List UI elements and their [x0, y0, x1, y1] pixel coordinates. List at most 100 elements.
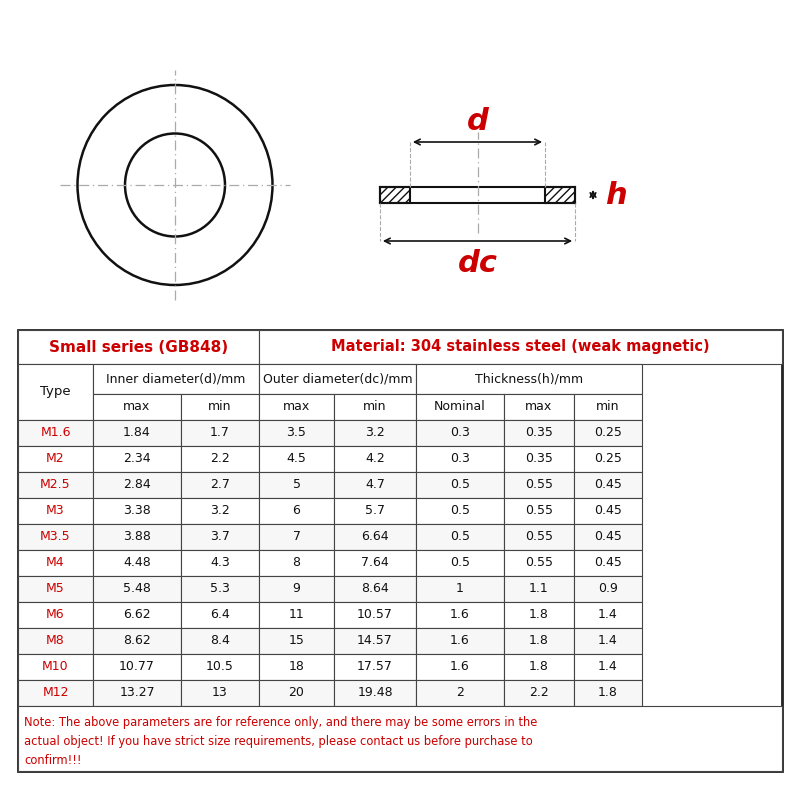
- Text: 10.77: 10.77: [119, 661, 155, 674]
- Text: actual object! If you have strict size requirements, please contact us before pu: actual object! If you have strict size r…: [24, 735, 533, 748]
- Bar: [574, 472, 642, 498]
- Text: 2.84: 2.84: [123, 478, 151, 491]
- Text: 19.48: 19.48: [357, 686, 393, 699]
- Bar: [259, 498, 334, 524]
- Bar: [18, 330, 782, 771]
- Text: 10.5: 10.5: [206, 661, 234, 674]
- Bar: [93, 446, 181, 472]
- Bar: [334, 472, 416, 498]
- Bar: [416, 576, 504, 602]
- Bar: [181, 420, 259, 446]
- Text: 6: 6: [293, 505, 301, 518]
- Bar: [504, 394, 574, 420]
- Text: 1.6: 1.6: [450, 634, 470, 647]
- Bar: [416, 394, 504, 420]
- Text: M5: M5: [46, 582, 65, 595]
- Text: 0.5: 0.5: [450, 557, 470, 570]
- Bar: [259, 524, 334, 550]
- Bar: [181, 602, 259, 628]
- Text: 1.4: 1.4: [598, 609, 618, 622]
- Text: 5.48: 5.48: [123, 582, 151, 595]
- Bar: [334, 446, 416, 472]
- Text: 3.5: 3.5: [286, 426, 306, 439]
- Bar: [18, 524, 93, 550]
- Text: M4: M4: [46, 557, 65, 570]
- Bar: [181, 654, 259, 680]
- Bar: [334, 628, 416, 654]
- Bar: [18, 472, 93, 498]
- Text: 0.25: 0.25: [594, 426, 622, 439]
- Bar: [259, 330, 782, 364]
- Text: 20: 20: [289, 686, 305, 699]
- Text: M12: M12: [42, 686, 69, 699]
- Text: 13.27: 13.27: [119, 686, 155, 699]
- Bar: [259, 420, 334, 446]
- Text: 8: 8: [293, 557, 301, 570]
- Text: 6.4: 6.4: [210, 609, 230, 622]
- Bar: [504, 602, 574, 628]
- Text: min: min: [596, 401, 620, 414]
- Bar: [334, 576, 416, 602]
- Text: 5.3: 5.3: [210, 582, 230, 595]
- Bar: [259, 472, 334, 498]
- Bar: [504, 550, 574, 576]
- Bar: [504, 654, 574, 680]
- Text: min: min: [208, 401, 232, 414]
- Text: 17.57: 17.57: [357, 661, 393, 674]
- Bar: [334, 602, 416, 628]
- Text: 0.35: 0.35: [525, 453, 553, 466]
- Bar: [504, 628, 574, 654]
- Text: 0.55: 0.55: [525, 505, 553, 518]
- Text: 2.34: 2.34: [123, 453, 151, 466]
- Text: 2.7: 2.7: [210, 478, 230, 491]
- Bar: [93, 576, 181, 602]
- Text: 8.64: 8.64: [361, 582, 389, 595]
- Text: 0.35: 0.35: [525, 426, 553, 439]
- Bar: [259, 602, 334, 628]
- Text: 0.45: 0.45: [594, 505, 622, 518]
- Text: 0.5: 0.5: [450, 505, 470, 518]
- Bar: [93, 628, 181, 654]
- Text: 18: 18: [289, 661, 305, 674]
- Bar: [93, 602, 181, 628]
- Text: 0.5: 0.5: [450, 530, 470, 543]
- Bar: [574, 420, 642, 446]
- Bar: [416, 446, 504, 472]
- Text: 0.3: 0.3: [450, 426, 470, 439]
- Text: 5.7: 5.7: [365, 505, 385, 518]
- Text: M10: M10: [42, 661, 69, 674]
- Bar: [259, 364, 416, 394]
- Bar: [416, 602, 504, 628]
- Text: 2.2: 2.2: [529, 686, 549, 699]
- Text: 3.7: 3.7: [210, 530, 230, 543]
- Bar: [416, 472, 504, 498]
- Bar: [574, 498, 642, 524]
- Bar: [545, 187, 575, 203]
- Text: M3: M3: [46, 505, 65, 518]
- Bar: [504, 524, 574, 550]
- Text: 2: 2: [456, 686, 464, 699]
- Text: Material: 304 stainless steel (weak magnetic): Material: 304 stainless steel (weak magn…: [331, 339, 710, 354]
- Text: M6: M6: [46, 609, 65, 622]
- Text: 0.45: 0.45: [594, 478, 622, 491]
- Bar: [259, 576, 334, 602]
- Text: 8.62: 8.62: [123, 634, 151, 647]
- Text: max: max: [283, 401, 310, 414]
- Bar: [574, 576, 642, 602]
- Bar: [259, 654, 334, 680]
- Text: Nominal: Nominal: [434, 401, 486, 414]
- Text: 1.8: 1.8: [598, 686, 618, 699]
- Bar: [334, 498, 416, 524]
- Text: 9: 9: [293, 582, 301, 595]
- Text: 3.88: 3.88: [123, 530, 151, 543]
- Bar: [416, 498, 504, 524]
- Text: 1.7: 1.7: [210, 426, 230, 439]
- Bar: [504, 576, 574, 602]
- Bar: [259, 394, 334, 420]
- Bar: [416, 524, 504, 550]
- Bar: [181, 628, 259, 654]
- Text: 1: 1: [456, 582, 464, 595]
- Bar: [181, 498, 259, 524]
- Bar: [93, 654, 181, 680]
- Text: 3.2: 3.2: [365, 426, 385, 439]
